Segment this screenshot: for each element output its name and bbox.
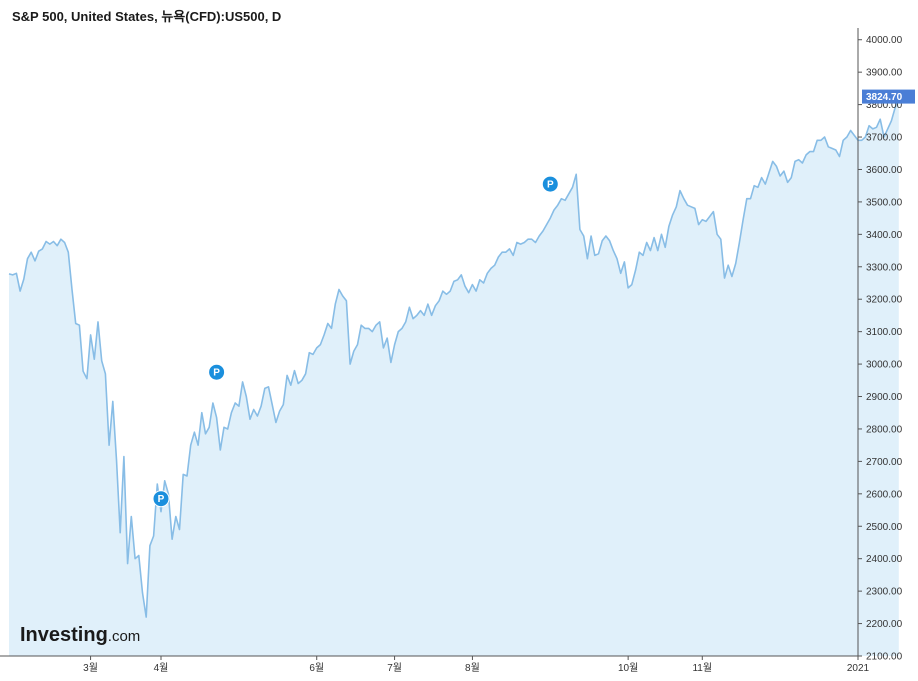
y-tick-label: 3500.00 — [866, 197, 903, 208]
investing-logo: Investing.com — [20, 624, 140, 646]
x-tick-label: 3월 — [83, 662, 98, 674]
event-marker[interactable] — [208, 363, 226, 381]
event-marker-label: P — [547, 180, 554, 191]
y-tick-label: 3100.00 — [866, 327, 903, 338]
event-marker-label: P — [158, 494, 165, 505]
event-marker-label: P — [213, 368, 220, 379]
y-tick-label: 3700.00 — [866, 133, 903, 144]
event-marker[interactable] — [152, 490, 170, 508]
y-tick-label: 2100.00 — [866, 652, 903, 663]
y-tick-label: 3200.00 — [866, 295, 903, 306]
x-tick-label: 11월 — [692, 662, 712, 674]
y-tick-label: 2800.00 — [866, 424, 903, 435]
last-price-label: 3824.70 — [862, 89, 915, 104]
event-markers[interactable]: P P P — [152, 175, 559, 508]
last-price-text: 3824.70 — [866, 92, 903, 103]
x-tick-label: 6월 — [309, 662, 324, 674]
event-marker[interactable] — [541, 175, 559, 193]
y-tick-label: 3900.00 — [866, 68, 903, 79]
y-tick-label: 2400.00 — [866, 554, 903, 565]
y-tick-label: 4000.00 — [866, 35, 903, 46]
logo-text: Investing.com — [20, 624, 140, 646]
y-tick-label: 2600.00 — [866, 489, 903, 500]
x-tick-label: 4월 — [154, 662, 169, 674]
x-tick-label: 8월 — [465, 662, 480, 674]
y-tick-label: 3800.00 — [866, 100, 903, 111]
series-line — [8, 96, 900, 618]
y-tick-label: 2200.00 — [866, 619, 903, 630]
y-tick-label: 3300.00 — [866, 262, 903, 273]
y-tick-label: 3000.00 — [866, 360, 903, 371]
last-price-box — [862, 89, 915, 104]
plot-area — [8, 96, 900, 657]
y-tick-label: 3600.00 — [866, 165, 903, 176]
y-tick-label: 2300.00 — [866, 587, 903, 598]
y-tick-label: 2500.00 — [866, 522, 903, 533]
x-tick-label: 7월 — [387, 662, 402, 674]
y-tick-label: 3400.00 — [866, 230, 903, 241]
x-tick-label: 10월 — [618, 662, 638, 674]
x-axis: 3월 4월 6월 7월 8월 10월 11월 2021 — [83, 656, 870, 674]
y-tick-label: 2900.00 — [866, 392, 903, 403]
y-tick-label: 2700.00 — [866, 457, 903, 468]
axis-lines — [0, 28, 859, 657]
y-axis: 2100.00 2200.00 2300.00 2400.00 2500.00 2600.… — [858, 35, 903, 663]
x-tick-label: 2021 — [847, 663, 870, 674]
series-area-fill — [9, 96, 899, 657]
chart-title: S&P 500, United States, 뉴욕(CFD):US500, D — [12, 9, 282, 24]
